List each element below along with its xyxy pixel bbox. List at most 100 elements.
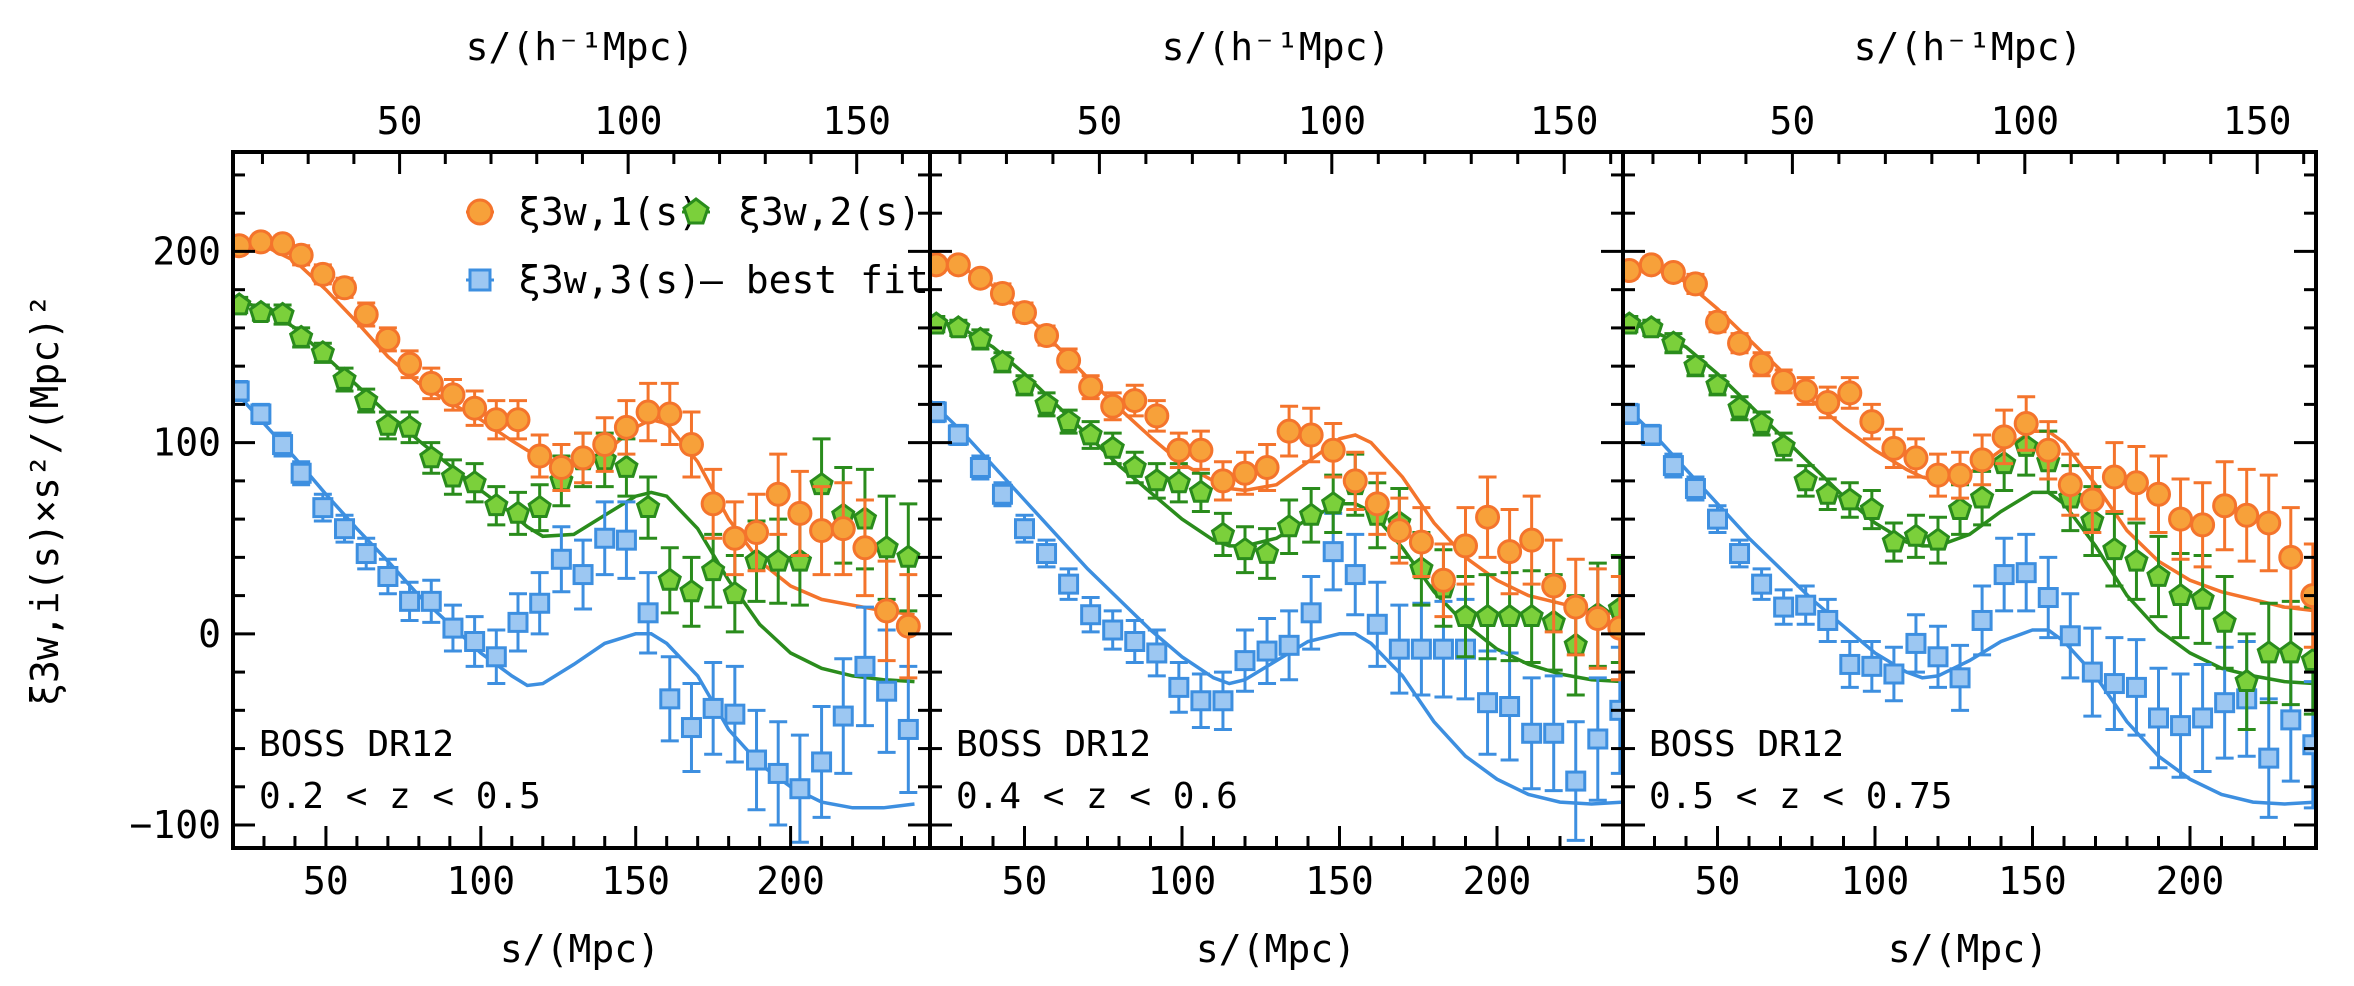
data-point bbox=[1499, 696, 1521, 718]
data-point bbox=[1519, 603, 1544, 627]
x-tick-label: 200 bbox=[1463, 859, 1532, 903]
x-tick-label: 50 bbox=[303, 859, 349, 903]
data-point bbox=[1817, 609, 1839, 631]
data-point bbox=[2278, 640, 2304, 664]
data-point bbox=[744, 520, 770, 546]
x-top-tick-label: 50 bbox=[1077, 99, 1123, 143]
panel-annotation-redshift: 0.2 < z < 0.5 bbox=[259, 776, 541, 817]
data-point bbox=[1475, 603, 1500, 627]
data-point bbox=[1969, 485, 1995, 509]
data-point bbox=[270, 301, 295, 325]
x-top-tick-label: 150 bbox=[1530, 99, 1599, 143]
data-point bbox=[248, 229, 274, 255]
data-point bbox=[1729, 543, 1751, 565]
data-point bbox=[377, 565, 399, 587]
data-point bbox=[1166, 437, 1192, 463]
data-point bbox=[1815, 481, 1840, 505]
data-point bbox=[1563, 594, 1589, 620]
data-point bbox=[2300, 647, 2316, 671]
data-point bbox=[832, 705, 854, 727]
data-point bbox=[1859, 496, 1885, 520]
panel-annotation-redshift: 0.5 < z < 0.75 bbox=[1649, 776, 1952, 817]
data-point bbox=[1925, 462, 1951, 488]
data-point bbox=[399, 590, 421, 612]
data-point bbox=[722, 580, 748, 605]
x-tick-label: 100 bbox=[447, 859, 516, 903]
data-point bbox=[615, 529, 637, 551]
data-point bbox=[1881, 435, 1907, 461]
data-point bbox=[680, 717, 702, 739]
data-point bbox=[1300, 602, 1322, 624]
data-point bbox=[765, 548, 791, 572]
data-point bbox=[1991, 424, 2017, 450]
data-point bbox=[1320, 437, 1346, 463]
data-point bbox=[1364, 491, 1390, 517]
data-point bbox=[2059, 625, 2081, 647]
x-tick-label: 200 bbox=[756, 859, 825, 903]
data-point bbox=[2035, 437, 2061, 463]
data-point bbox=[2102, 536, 2127, 561]
legend-marker-xi1 bbox=[466, 198, 494, 226]
data-point bbox=[874, 534, 899, 559]
data-point bbox=[2037, 587, 2059, 609]
plot-area-3 bbox=[1623, 252, 2316, 819]
data-point bbox=[2146, 563, 2171, 587]
data-point bbox=[1707, 508, 1728, 530]
data-point bbox=[1497, 539, 1523, 565]
data-point bbox=[312, 497, 334, 519]
data-point bbox=[288, 324, 314, 348]
series-xi1 bbox=[930, 252, 1623, 682]
data-point bbox=[1543, 722, 1565, 744]
data-point bbox=[1683, 353, 1708, 377]
data-point bbox=[679, 578, 704, 603]
data-point bbox=[787, 500, 813, 526]
data-point bbox=[290, 462, 312, 484]
panel-3: 50 100 150 200 50 100 150 BOSS DR12 0.5 < z < 0.… bbox=[1621, 99, 2318, 903]
data-point bbox=[1881, 529, 1907, 553]
data-point bbox=[1793, 378, 1819, 404]
data-point bbox=[334, 518, 356, 540]
data-point bbox=[462, 395, 488, 421]
data-point bbox=[2192, 707, 2214, 729]
data-point bbox=[2256, 640, 2281, 664]
x-top-tick-label: 100 bbox=[1297, 99, 1366, 143]
data-point bbox=[874, 598, 900, 624]
data-point bbox=[2170, 715, 2192, 737]
data-point bbox=[288, 242, 314, 268]
series-xi1 bbox=[1623, 252, 2316, 649]
data-point bbox=[2148, 707, 2169, 729]
data-point bbox=[1432, 638, 1454, 660]
best-fit-curve-xi2 bbox=[1623, 318, 2316, 686]
data-point bbox=[527, 494, 552, 518]
data-point bbox=[876, 680, 898, 702]
data-point bbox=[332, 275, 358, 301]
data-point bbox=[2256, 510, 2282, 536]
data-point bbox=[1408, 529, 1434, 555]
y-tick-label: 100 bbox=[152, 421, 221, 465]
data-point bbox=[2123, 470, 2149, 496]
data-point bbox=[233, 380, 250, 402]
data-point bbox=[2212, 493, 2238, 519]
data-point bbox=[1795, 594, 1817, 616]
data-point bbox=[1210, 521, 1236, 545]
data-point bbox=[1278, 634, 1300, 656]
data-point bbox=[1344, 564, 1366, 586]
x-tick-label: 150 bbox=[1305, 859, 1374, 903]
data-point bbox=[353, 302, 379, 328]
data-point bbox=[700, 491, 726, 517]
data-point bbox=[968, 326, 993, 350]
top-axis-label-3: s/(h⁻¹Mpc) bbox=[1854, 25, 2083, 69]
data-point bbox=[1993, 564, 2015, 586]
panels-group: 50 100 150 200 50 100 150 200 100 0 −100 BOSS DR12 0… bbox=[129, 99, 2318, 903]
x-tick-label: 200 bbox=[2156, 859, 2225, 903]
data-point bbox=[440, 464, 466, 488]
data-point bbox=[2124, 548, 2149, 572]
data-point bbox=[570, 445, 596, 471]
data-point bbox=[355, 543, 377, 565]
data-point bbox=[1837, 487, 1863, 511]
data-point bbox=[811, 751, 833, 773]
data-point bbox=[1298, 422, 1324, 448]
data-point bbox=[1639, 315, 1664, 339]
data-point bbox=[1773, 596, 1795, 618]
data-point bbox=[1168, 676, 1190, 698]
